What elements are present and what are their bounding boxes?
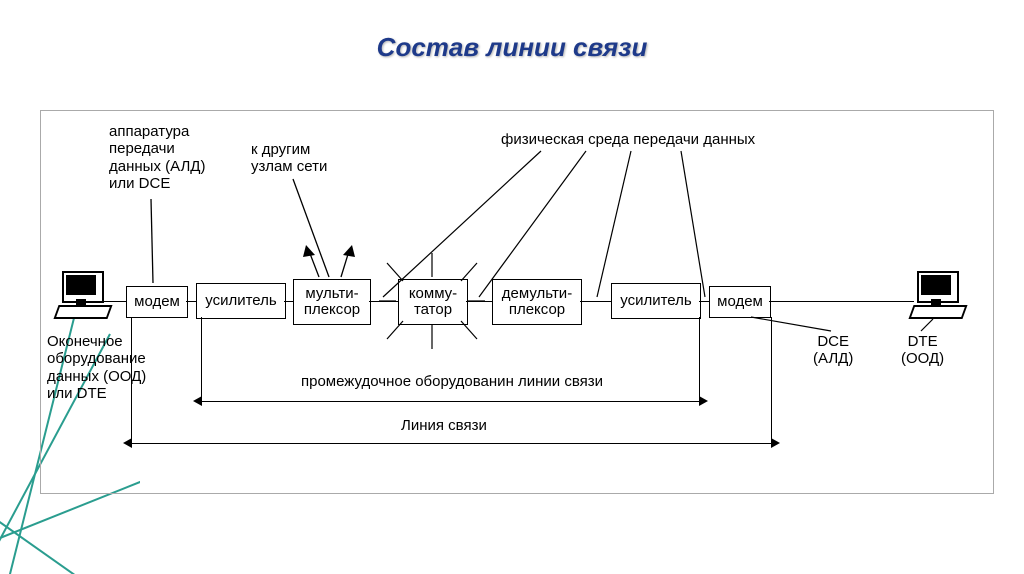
label-intermediate: промежудочное оборудованин линии связи (301, 373, 603, 390)
diagram-figure: аппаратура передачи данных (АЛД) или DCE… (40, 110, 994, 494)
label-dce-right: DCE (АЛД) (813, 333, 853, 368)
arrow-link-right-icon (771, 438, 780, 448)
box-modem-right: модем (709, 286, 771, 318)
box-multiplexer: мульти- плексор (293, 279, 371, 325)
computer-left-icon (56, 271, 106, 319)
tick-link-right (771, 317, 772, 443)
arrow-intermediate-right-icon (699, 396, 708, 406)
tick-int-right (699, 317, 700, 401)
conn-modem-pc-r (769, 301, 914, 302)
conn-4 (466, 301, 492, 302)
conn-5 (580, 301, 611, 302)
slide-title: Состав линии связи (0, 32, 1024, 63)
conn-pc-modem-l (103, 301, 127, 302)
tick-int-left (201, 317, 202, 401)
computer-right-icon (911, 271, 961, 319)
box-modem-left: модем (126, 286, 188, 318)
conn-2 (284, 301, 293, 302)
slide-root: Состав линии связи аппаратура передачи д… (0, 0, 1024, 574)
label-link-line: Линия связи (401, 417, 487, 434)
line-link (131, 443, 771, 444)
conn-6 (699, 301, 709, 302)
box-amplifier-right: усилитель (611, 283, 701, 319)
box-amplifier-left: усилитель (196, 283, 286, 319)
conn-3 (369, 301, 398, 302)
line-intermediate (201, 401, 699, 402)
tick-link-left (131, 317, 132, 443)
box-demultiplexer: демульти- плексор (492, 279, 582, 325)
label-phys-medium: физическая среда передачи данных (501, 131, 755, 148)
box-switch: комму- татор (398, 279, 468, 325)
label-apd: аппаратура передачи данных (АЛД) или DCE (109, 123, 205, 192)
label-other-nodes: к другим узлам сети (251, 141, 327, 176)
conn-1 (186, 301, 196, 302)
label-dte-right: DTE (ООД) (901, 333, 944, 368)
